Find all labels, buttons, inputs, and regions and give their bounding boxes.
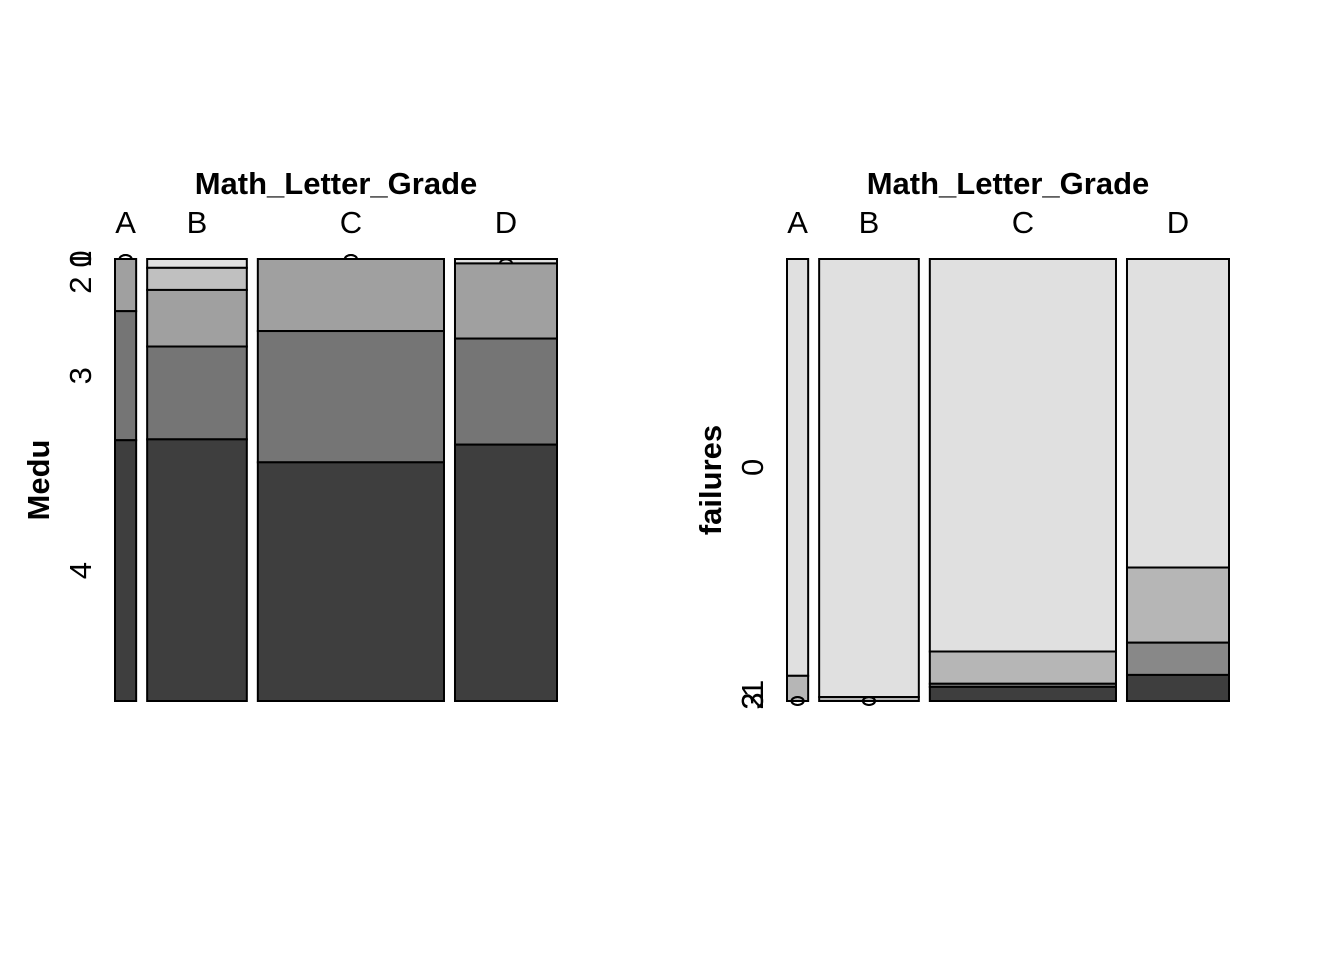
empty-cell-marker-A-3 xyxy=(790,696,805,706)
mosaic-cell-D-3 xyxy=(1125,673,1230,702)
x-axis-title: Math_Letter_Grade xyxy=(195,166,478,201)
y-tick-labels: 01 2 3 4 xyxy=(63,250,98,579)
mosaic-cell-A-2 xyxy=(114,258,138,313)
y-tick-label-2: 2 xyxy=(735,692,770,709)
x-tick-label-D: D xyxy=(495,205,517,240)
x-tick-label-B: B xyxy=(187,205,208,240)
mosaic-cell-C-3 xyxy=(928,685,1117,702)
y-tick-labels: 0 123 xyxy=(735,459,770,710)
mosaic-cell-D-2 xyxy=(1125,641,1230,676)
mosaic-panel-failures: Math_Letter_Grade failures A B C D 0 123 xyxy=(693,166,1230,710)
mosaic-cell-C-0 xyxy=(928,258,1117,653)
y-tick-label-0: 0 xyxy=(63,250,98,267)
mosaic-cell-B-0 xyxy=(146,258,248,269)
mosaic-cell-C-1 xyxy=(928,650,1117,685)
y-tick-label-2: 2 xyxy=(63,276,98,293)
mosaic-cell-D-1 xyxy=(1125,566,1230,644)
mosaic-cell-D-3 xyxy=(453,337,558,446)
x-tick-labels: A B C D xyxy=(115,205,517,240)
y-tick-label-3: 3 xyxy=(63,367,98,384)
mosaic-cell-B-3 xyxy=(146,345,248,441)
x-tick-label-D: D xyxy=(1167,205,1189,240)
mosaic-cell-A-0 xyxy=(786,258,810,677)
mosaic-cell-A-3 xyxy=(114,310,138,442)
mosaic-cell-D-2 xyxy=(453,262,558,340)
mosaic-cell-A-4 xyxy=(114,439,138,702)
x-tick-label-A: A xyxy=(115,205,136,240)
x-tick-label-C: C xyxy=(340,205,362,240)
mosaic-cell-B-4 xyxy=(146,438,248,702)
mosaic-cell-C-2 xyxy=(256,258,445,333)
mosaic-panel-medu: Math_Letter_Grade Medu A B C D 01 2 3 4 xyxy=(21,166,558,702)
x-tick-label-B: B xyxy=(859,205,880,240)
mosaic-cell-C-4 xyxy=(256,461,445,702)
y-tick-label-0: 0 xyxy=(735,459,770,476)
y-tick-label-4: 4 xyxy=(63,562,98,579)
mosaic-cell-D-0 xyxy=(1125,258,1230,569)
mosaic-cell-B-2 xyxy=(146,288,248,348)
mosaic-cell-C-3 xyxy=(256,330,445,464)
x-tick-labels: A B C D xyxy=(787,205,1189,240)
mosaic-cells xyxy=(114,254,558,702)
y-tick-label-1: 1 xyxy=(63,250,98,267)
mosaic-cell-B-1 xyxy=(146,266,248,291)
y-axis-title: Medu xyxy=(21,440,56,521)
mosaic-cell-B-0 xyxy=(818,258,920,699)
x-tick-label-C: C xyxy=(1012,205,1034,240)
y-tick-label-3: 3 xyxy=(735,692,770,709)
mosaic-cell-A-1 xyxy=(786,674,810,702)
x-tick-label-A: A xyxy=(787,205,808,240)
mosaic-cell-D-4 xyxy=(453,443,558,702)
y-axis-title: failures xyxy=(693,425,728,535)
y-tick-label-1: 1 xyxy=(735,680,770,697)
x-axis-title: Math_Letter_Grade xyxy=(867,166,1150,201)
empty-cell-marker-B-3 xyxy=(861,696,876,706)
mosaic-cells xyxy=(786,258,1230,706)
